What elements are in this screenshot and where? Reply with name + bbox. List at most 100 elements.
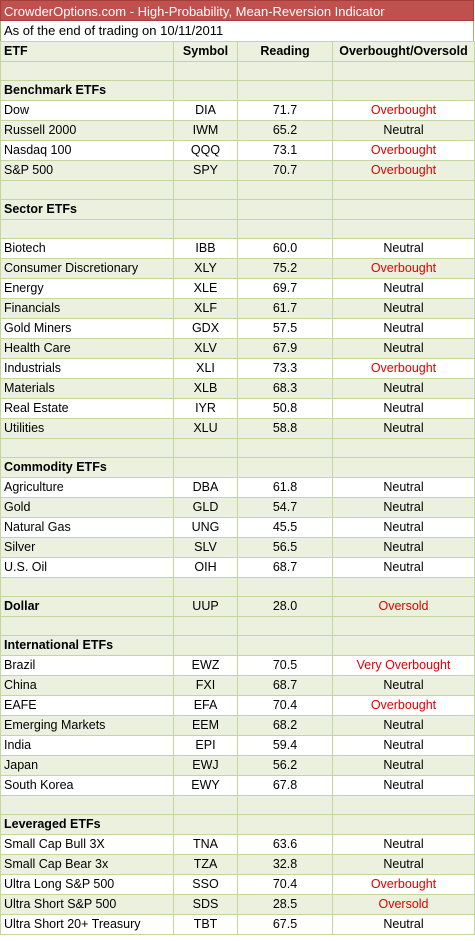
spacer-cell (332, 219, 475, 239)
status-cell: Oversold (332, 596, 475, 617)
spacer-cell (0, 438, 174, 458)
empty-cell (237, 814, 333, 835)
table-row: Small Cap Bear 3x TZA 32.8 Neutral (0, 854, 475, 875)
table-row: S&P 500 SPY 70.7 Overbought (0, 160, 475, 181)
status-cell: Neutral (332, 398, 475, 419)
symbol-cell: EEM (173, 715, 238, 736)
reading-cell: 73.1 (237, 140, 333, 161)
status-cell: Oversold (332, 894, 475, 915)
status-cell: Overbought (332, 358, 475, 379)
spacer-row (0, 795, 475, 815)
spacer-cell (237, 61, 333, 81)
column-header-status: Overbought/Oversold (332, 41, 475, 62)
reading-cell: 71.7 (237, 100, 333, 121)
reading-cell: 58.8 (237, 418, 333, 439)
spacer-cell (173, 219, 238, 239)
symbol-cell: UUP (173, 596, 238, 617)
reading-cell: 61.7 (237, 298, 333, 319)
table-row: Natural Gas UNG 45.5 Neutral (0, 517, 475, 538)
table-row: U.S. Oil OIH 68.7 Neutral (0, 557, 475, 578)
symbol-cell: IBB (173, 238, 238, 259)
section-header-row: Leveraged ETFs (0, 814, 475, 835)
status-cell: Neutral (332, 735, 475, 756)
spacer-row (0, 577, 475, 597)
reading-cell: 68.7 (237, 675, 333, 696)
empty-cell (173, 199, 238, 220)
spacer-row (0, 438, 475, 458)
status-cell: Overbought (332, 258, 475, 279)
table-row: Russell 2000 IWM 65.2 Neutral (0, 120, 475, 141)
spacer-cell (0, 61, 174, 81)
table-row: South Korea EWY 67.8 Neutral (0, 775, 475, 796)
table-row: Financials XLF 61.7 Neutral (0, 298, 475, 319)
table-row: Health Care XLV 67.9 Neutral (0, 338, 475, 359)
spacer-cell (0, 795, 174, 815)
status-cell: Neutral (332, 378, 475, 399)
table-row: Brazil EWZ 70.5 Very Overbought (0, 655, 475, 676)
reading-cell: 54.7 (237, 497, 333, 518)
spacer-cell (332, 61, 475, 81)
etf-name-cell: Emerging Markets (0, 715, 174, 736)
table-row: Industrials XLI 73.3 Overbought (0, 358, 475, 379)
reading-cell: 67.9 (237, 338, 333, 359)
etf-name-cell: Gold (0, 497, 174, 518)
etf-name-cell: Consumer Discretionary (0, 258, 174, 279)
spacer-cell (332, 616, 475, 636)
reading-cell: 68.2 (237, 715, 333, 736)
spacer-cell (332, 438, 475, 458)
symbol-cell: DBA (173, 477, 238, 498)
reading-cell: 61.8 (237, 477, 333, 498)
symbol-cell: SSO (173, 874, 238, 895)
reading-cell: 75.2 (237, 258, 333, 279)
etf-name-cell: India (0, 735, 174, 756)
table-row: Nasdaq 100 QQQ 73.1 Overbought (0, 140, 475, 161)
reading-cell: 59.4 (237, 735, 333, 756)
reading-cell: 57.5 (237, 318, 333, 339)
etf-name-cell: Natural Gas (0, 517, 174, 538)
etf-name-cell: Russell 2000 (0, 120, 174, 141)
empty-cell (332, 814, 475, 835)
table-row: Biotech IBB 60.0 Neutral (0, 238, 475, 259)
status-cell: Neutral (332, 517, 475, 538)
table-row: Agriculture DBA 61.8 Neutral (0, 477, 475, 498)
reading-cell: 28.5 (237, 894, 333, 915)
etf-name-cell: China (0, 675, 174, 696)
symbol-cell: EWY (173, 775, 238, 796)
column-header-etf: ETF (0, 41, 174, 62)
reading-cell: 70.4 (237, 874, 333, 895)
empty-cell (173, 814, 238, 835)
status-cell: Neutral (332, 914, 475, 935)
symbol-cell: EWZ (173, 655, 238, 676)
reading-cell: 60.0 (237, 238, 333, 259)
status-cell: Neutral (332, 675, 475, 696)
etf-name-cell: Materials (0, 378, 174, 399)
symbol-cell: XLF (173, 298, 238, 319)
reading-cell: 45.5 (237, 517, 333, 538)
symbol-cell: XLV (173, 338, 238, 359)
reading-cell: 68.3 (237, 378, 333, 399)
etf-name-cell: Ultra Short S&P 500 (0, 894, 174, 915)
spacer-cell (237, 577, 333, 597)
symbol-cell: EPI (173, 735, 238, 756)
reading-cell: 69.7 (237, 278, 333, 299)
symbol-cell: SLV (173, 537, 238, 558)
spacer-cell (332, 180, 475, 200)
reading-cell: 56.5 (237, 537, 333, 558)
spacer-cell (332, 795, 475, 815)
spacer-cell (173, 61, 238, 81)
etf-name-cell: Energy (0, 278, 174, 299)
symbol-cell: FXI (173, 675, 238, 696)
etf-name-cell: Health Care (0, 338, 174, 359)
section-title: Leveraged ETFs (0, 814, 174, 835)
etf-table-body: ETF Symbol Reading Overbought/Oversold B… (0, 41, 475, 935)
section-header-row: Benchmark ETFs (0, 80, 475, 101)
spacer-cell (173, 438, 238, 458)
table-row: Small Cap Bull 3X TNA 63.6 Neutral (0, 834, 475, 855)
spacer-row (0, 616, 475, 636)
symbol-cell: IWM (173, 120, 238, 141)
etf-name-cell: Agriculture (0, 477, 174, 498)
table-row: India EPI 59.4 Neutral (0, 735, 475, 756)
etf-name-cell: Utilities (0, 418, 174, 439)
symbol-cell: XLE (173, 278, 238, 299)
status-cell: Overbought (332, 100, 475, 121)
